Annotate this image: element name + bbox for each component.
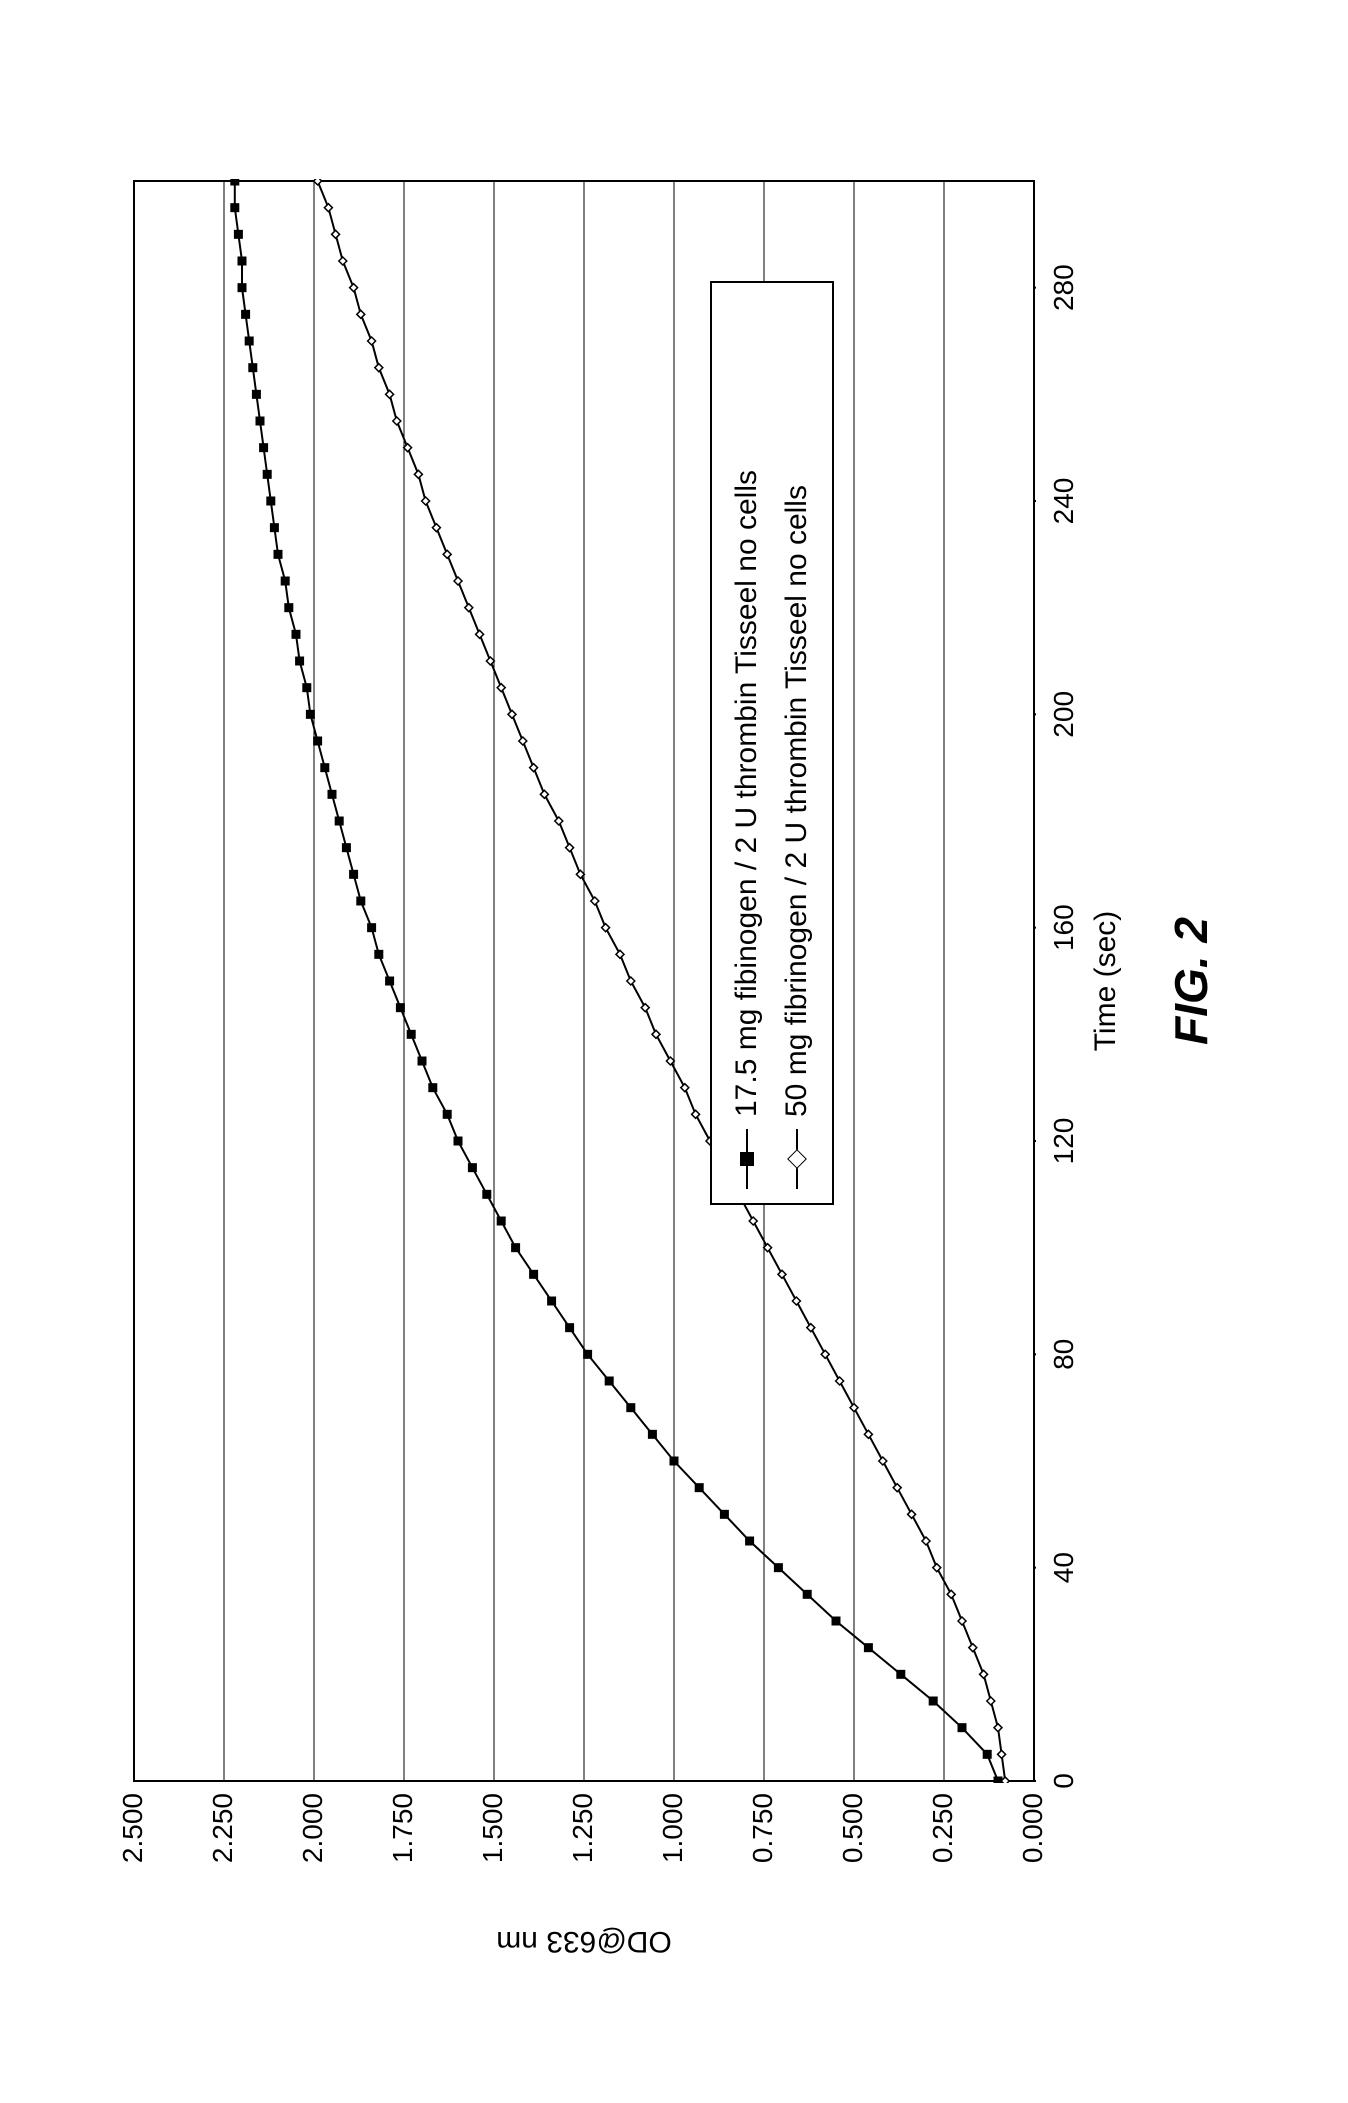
y-tick-label: 0.500 <box>837 1793 869 1863</box>
y-tick-label: 2.250 <box>207 1793 239 1863</box>
y-tick-label: 1.750 <box>387 1793 419 1863</box>
legend-item: 50 mg fibrinogen / 2 U thrombin Tisseel … <box>772 485 822 1189</box>
legend-item: 17.5 mg fibinogen / 2 U thrombin Tisseel… <box>722 470 772 1189</box>
legend-line-icon <box>796 1129 798 1189</box>
y-tick-label: 2.500 <box>117 1793 149 1863</box>
x-tick-label: 0 <box>1048 1756 1080 1806</box>
square-marker-icon <box>740 1152 754 1166</box>
x-tick-label: 40 <box>1048 1543 1080 1593</box>
line-chart <box>132 179 1036 1783</box>
legend-line-icon <box>746 1129 748 1189</box>
y-tick-label: 1.000 <box>657 1793 689 1863</box>
y-axis-label: OD@633 nm <box>496 1924 672 1958</box>
x-axis-label: Time (sec) <box>1089 911 1123 1052</box>
figure: 0.000 0.250 0.500 0.750 1.000 1.250 1.500 1.750… <box>74 101 1274 2001</box>
diamond-marker-icon <box>787 1149 807 1169</box>
y-tick-label: 0.750 <box>747 1793 779 1863</box>
legend-label: 17.5 mg fibinogen / 2 U thrombin Tisseel… <box>730 470 764 1117</box>
rotated-figure-wrapper: 0.000 0.250 0.500 0.750 1.000 1.250 1.500 1.750… <box>74 101 1274 2001</box>
x-tick-label: 160 <box>1048 903 1080 953</box>
x-tick-label: 120 <box>1048 1116 1080 1166</box>
x-tick-label: 200 <box>1048 689 1080 739</box>
y-tick-label: 0.000 <box>1017 1793 1049 1863</box>
x-tick-label: 80 <box>1048 1329 1080 1379</box>
y-tick-label: 0.250 <box>927 1793 959 1863</box>
page: 0.000 0.250 0.500 0.750 1.000 1.250 1.500 1.750… <box>0 0 1348 2103</box>
y-tick-label: 1.500 <box>477 1793 509 1863</box>
legend: 17.5 mg fibinogen / 2 U thrombin Tisseel… <box>710 281 834 1205</box>
legend-label: 50 mg fibrinogen / 2 U thrombin Tisseel … <box>780 485 814 1117</box>
y-tick-label: 2.000 <box>297 1793 329 1863</box>
figure-caption: FIG. 2 <box>1164 917 1218 1045</box>
x-tick-label: 240 <box>1048 476 1080 526</box>
x-tick-label: 280 <box>1048 263 1080 313</box>
y-tick-label: 1.250 <box>567 1793 599 1863</box>
